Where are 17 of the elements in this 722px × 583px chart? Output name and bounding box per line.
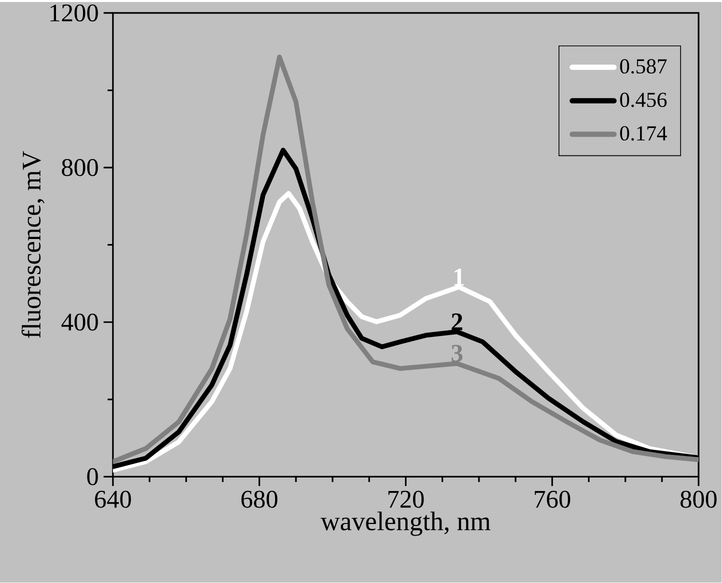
x-tick-label: 800 (680, 490, 717, 508)
legend-label: 0.587 (620, 59, 667, 74)
legend-label: 0.174 (620, 126, 667, 141)
y-axis-title: fluorescence, mV (22, 151, 44, 338)
y-tick-label: 800 (62, 159, 98, 176)
annotation: 3 (452, 345, 462, 362)
annotation: 1 (454, 268, 464, 286)
x-tick-label: 640 (95, 490, 131, 508)
x-axis-title: wavelength, nm (320, 512, 490, 536)
y-tick-label: 0 (87, 468, 98, 486)
annotation: 2 (452, 314, 462, 330)
x-tick-label: 720 (388, 490, 424, 508)
x-tick-label: 760 (534, 490, 570, 508)
legend-label: 0.456 (620, 92, 667, 108)
y-tick-label: 1200 (50, 4, 98, 22)
x-tick-label: 680 (241, 490, 278, 508)
y-tick-label: 400 (61, 314, 98, 331)
